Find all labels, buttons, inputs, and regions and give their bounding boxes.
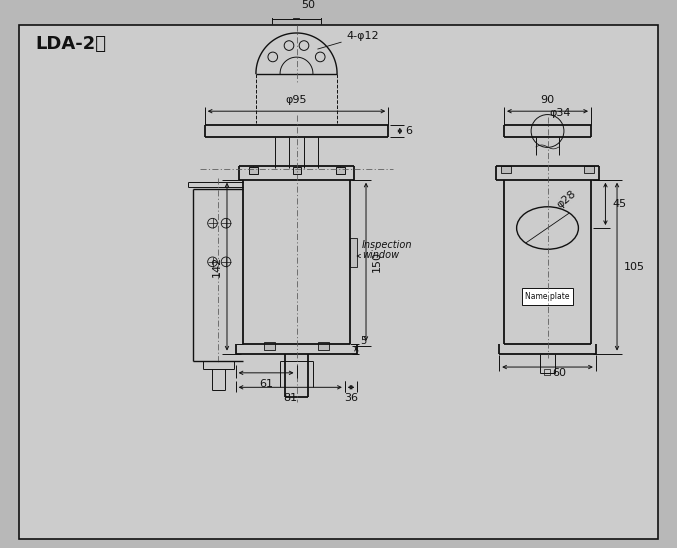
Bar xyxy=(318,342,329,350)
Text: 142: 142 xyxy=(212,256,222,277)
Text: 50: 50 xyxy=(301,0,315,10)
Text: window: window xyxy=(362,250,399,260)
Text: 36: 36 xyxy=(344,393,358,403)
Text: 150: 150 xyxy=(372,252,382,272)
Text: Name plate: Name plate xyxy=(525,292,570,301)
Text: LDA-2型: LDA-2型 xyxy=(36,35,107,53)
Text: 6: 6 xyxy=(406,126,412,136)
Bar xyxy=(292,167,301,174)
Text: φ34: φ34 xyxy=(550,108,571,118)
Bar xyxy=(544,369,550,375)
Text: 5: 5 xyxy=(360,336,366,346)
Bar xyxy=(523,288,573,305)
Bar xyxy=(584,166,594,173)
Bar xyxy=(349,238,357,267)
Text: φ95: φ95 xyxy=(286,95,307,105)
Bar xyxy=(263,342,276,350)
Bar xyxy=(292,12,299,18)
Bar xyxy=(336,167,345,174)
Text: 45: 45 xyxy=(612,199,626,209)
Text: 90: 90 xyxy=(540,95,554,105)
Bar xyxy=(501,166,511,173)
Text: 60: 60 xyxy=(552,368,567,378)
Text: 4-φ12: 4-φ12 xyxy=(318,31,379,49)
Text: 81: 81 xyxy=(283,393,297,403)
Text: 61: 61 xyxy=(259,379,273,389)
Text: 105: 105 xyxy=(624,261,645,272)
Bar xyxy=(249,167,258,174)
Text: φ28: φ28 xyxy=(555,189,578,210)
Text: Inspection: Inspection xyxy=(362,240,413,250)
